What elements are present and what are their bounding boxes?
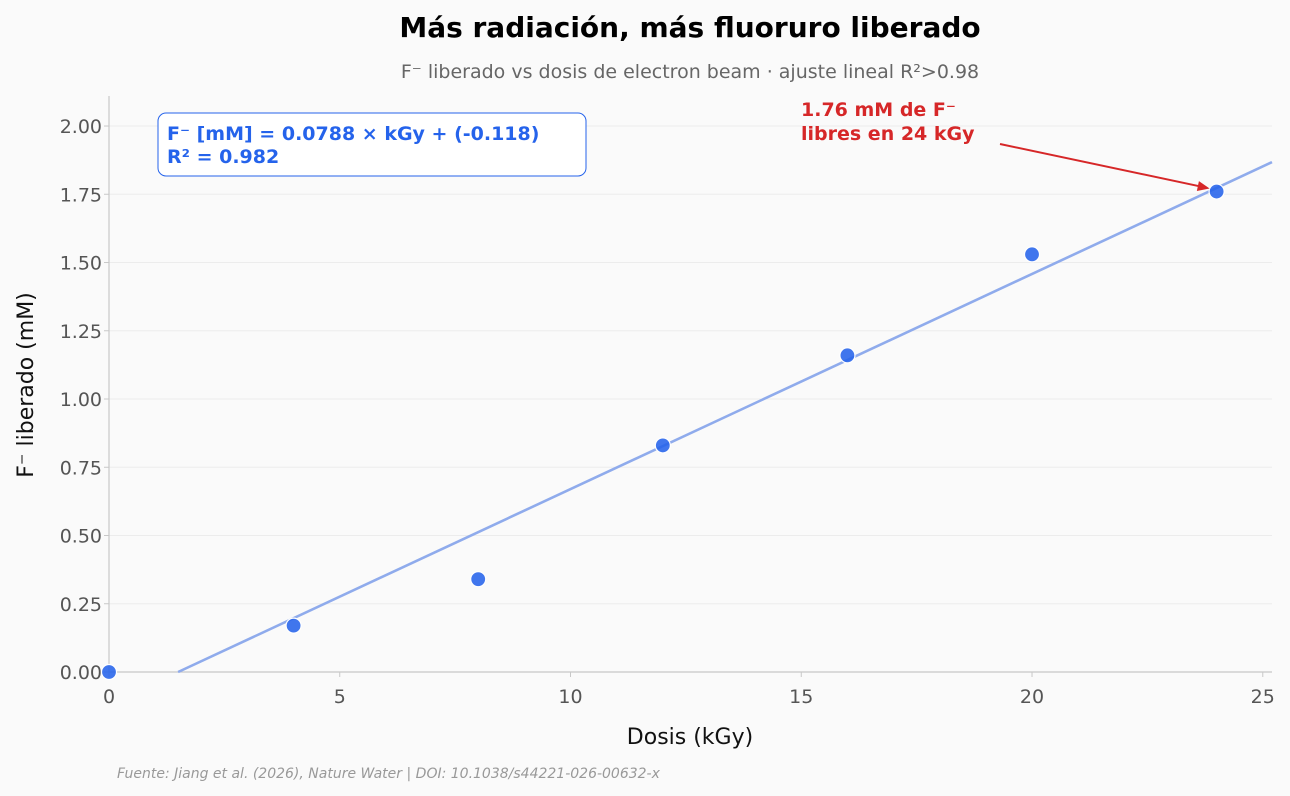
x-tick-label: 15 [789, 686, 813, 708]
data-point [1023, 246, 1041, 263]
x-tick-label: 0 [103, 686, 115, 708]
fit-line [177, 160, 1273, 674]
x-axis-label: Dosis (kGy) [627, 725, 753, 750]
y-tick-label: 1.00 [60, 389, 102, 411]
x-tick-label: 5 [334, 686, 346, 708]
y-tick-label: 0.00 [60, 662, 102, 684]
fit-line-group [177, 160, 1273, 674]
data-point [1208, 183, 1225, 200]
data-points [100, 183, 1225, 681]
data-point [285, 617, 302, 634]
source-note: Fuente: Jiang et al. (2026), Nature Wate… [117, 766, 661, 782]
data-point [100, 663, 118, 681]
equation-box: F⁻ [mM] = 0.0788 × kGy + (-0.118) R² = 0… [157, 112, 587, 177]
annotation-arrowhead [1196, 181, 1210, 191]
y-tick-label: 0.25 [60, 594, 102, 616]
annotation-line-2: libres en 24 kGy [801, 123, 975, 145]
fit-equation: F⁻ [mM] = 0.0788 × kGy + (-0.118) [167, 123, 539, 145]
data-point [654, 437, 671, 454]
chart-title: Más radiación, más fluoruro liberado [399, 11, 980, 44]
axes [108, 96, 1272, 673]
chart-subtitle: F⁻ liberado vs dosis de electron beam · … [401, 61, 979, 83]
x-ticks: 0 5 10 15 20 25 [103, 672, 1275, 708]
fit-r-squared: R² = 0.982 [167, 146, 279, 168]
equation-box-frame [157, 112, 587, 177]
x-tick-label: 20 [1020, 686, 1044, 708]
y-tick-label: 0.50 [60, 526, 102, 548]
data-point [839, 347, 856, 364]
y-tick-label: 1.50 [60, 253, 102, 275]
y-tick-label: 1.25 [60, 321, 102, 343]
y-tick-label: 1.75 [60, 184, 102, 206]
annotation-line-1: 1.76 mM de F⁻ [801, 99, 956, 121]
y-ticks: 0.00 0.25 0.50 0.75 1.00 1.25 1.50 1.75 2.00 [60, 116, 109, 684]
data-point [470, 571, 487, 588]
x-tick-label: 25 [1251, 686, 1275, 708]
annotation-arrow-line [999, 143, 1206, 189]
x-tick-label: 10 [558, 686, 582, 708]
y-tick-label: 2.00 [60, 116, 102, 138]
annotation: 1.76 mM de F⁻ libres en 24 kGy [801, 99, 1210, 191]
y-axis-label: F⁻ liberado (mM) [14, 292, 39, 478]
y-tick-label: 0.75 [60, 457, 102, 479]
